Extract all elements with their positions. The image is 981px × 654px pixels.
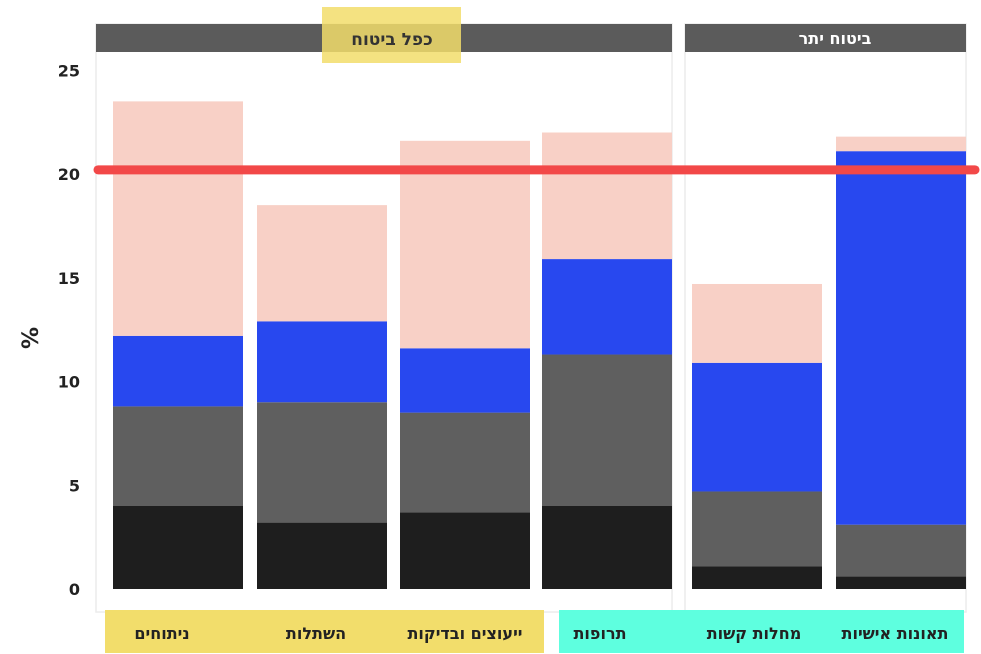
bar-segment	[692, 566, 822, 589]
bars-layer	[113, 101, 966, 589]
bar-segment	[113, 335, 243, 407]
bar-segment	[113, 506, 243, 589]
category-label: מחלות קשות	[707, 624, 802, 643]
group-header-bar	[685, 24, 966, 52]
bar-segment	[836, 136, 966, 152]
bar-segment	[400, 140, 530, 349]
category-labels: ניתוחים השתלות ייעוצים ובדיקות תרופות מחלות …	[105, 610, 964, 653]
bar-segment	[692, 283, 822, 363]
bar-segment	[542, 259, 672, 355]
category-highlight-band	[105, 610, 544, 653]
category-highlight-band	[559, 610, 964, 653]
category-label: תרופות	[574, 624, 627, 643]
category-label: תאונות אישיות	[842, 624, 949, 643]
bar-segment	[257, 205, 387, 322]
bar-segment	[400, 348, 530, 413]
category-label: ייעוצים ובדיקות	[407, 624, 522, 643]
y-axis-label: %	[19, 327, 44, 349]
bar-segment	[836, 524, 966, 577]
bar-segment	[257, 402, 387, 523]
bar-segment	[400, 512, 530, 589]
bar-segment	[257, 321, 387, 403]
bar-segment	[400, 412, 530, 513]
y-tick-label: 25	[58, 61, 80, 80]
group-title-highlight	[322, 7, 461, 63]
bar-segment	[692, 362, 822, 492]
y-tick-label: 15	[58, 269, 80, 288]
y-tick-label: 20	[58, 165, 80, 184]
bar-segment	[836, 576, 966, 589]
bar-segment	[113, 406, 243, 506]
y-tick-label: 0	[69, 580, 80, 599]
y-tick-label: 5	[69, 476, 80, 495]
category-label: השתלות	[286, 624, 346, 643]
bar-segment	[542, 132, 672, 260]
bar-segment	[113, 101, 243, 336]
bar-segment	[542, 506, 672, 589]
group-headers: כפל ביטוח ביטוח יתר	[96, 7, 966, 63]
category-label: ניתוחים	[134, 624, 189, 643]
group-title: ביטוח יתר	[799, 29, 872, 48]
group-title: כפל ביטוח	[351, 30, 432, 50]
y-tick-label: 10	[58, 373, 80, 392]
y-axis: 0 5 10 15 20 25	[58, 61, 80, 599]
bar-segment	[542, 354, 672, 506]
bar-segment	[836, 151, 966, 525]
bar-segment	[257, 522, 387, 589]
bar-segment	[692, 491, 822, 567]
